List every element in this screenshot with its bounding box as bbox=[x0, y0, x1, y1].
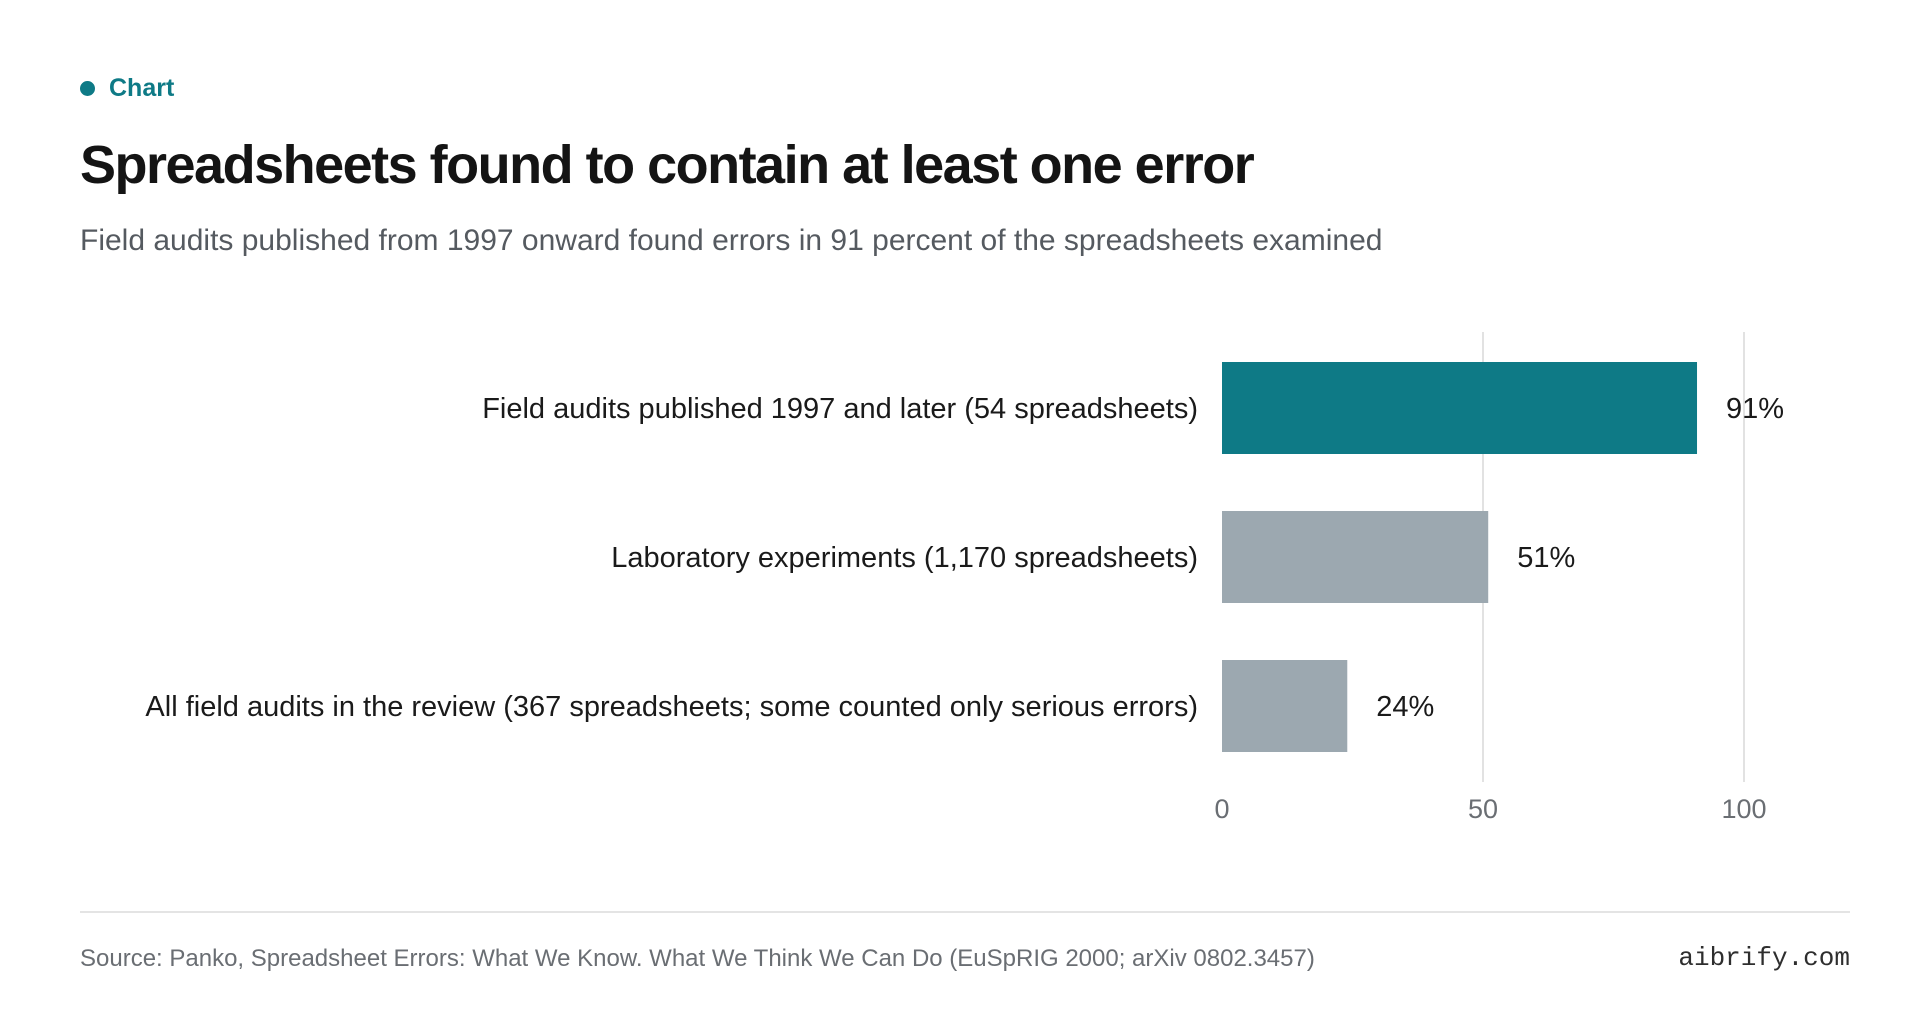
x-tick-label: 0 bbox=[1214, 794, 1229, 824]
chart-subtitle: Field audits published from 1997 onward … bbox=[80, 224, 1383, 257]
source-note: Source: Panko, Spreadsheet Errors: What … bbox=[80, 945, 1315, 972]
bar-2 bbox=[1222, 511, 1489, 603]
category-label: Field audits published 1997 and later (5… bbox=[482, 393, 1198, 425]
bar-3 bbox=[1222, 660, 1348, 752]
x-tick-label: 50 bbox=[1468, 794, 1498, 824]
chart-title: Spreadsheets found to contain at least o… bbox=[80, 135, 1255, 195]
category-label: All field audits in the review (367 spre… bbox=[145, 691, 1198, 723]
data-label: 51% bbox=[1517, 542, 1575, 574]
category-label: Laboratory experiments (1,170 spreadshee… bbox=[611, 542, 1198, 574]
footer-divider bbox=[80, 911, 1850, 913]
eyebrow-label: Chart bbox=[109, 74, 175, 102]
eyebrow-dot-icon bbox=[80, 81, 95, 96]
chart-eyebrow: Chart bbox=[80, 74, 174, 103]
data-label: 24% bbox=[1376, 691, 1434, 723]
bar-1 bbox=[1222, 362, 1698, 454]
brand-logo: aibrify.com bbox=[1678, 943, 1850, 973]
x-tick-label: 100 bbox=[1721, 794, 1766, 824]
data-label: 91% bbox=[1726, 393, 1784, 425]
bar-chart: 0 50 100 Field audits published 1997 and la… bbox=[145, 332, 1784, 824]
